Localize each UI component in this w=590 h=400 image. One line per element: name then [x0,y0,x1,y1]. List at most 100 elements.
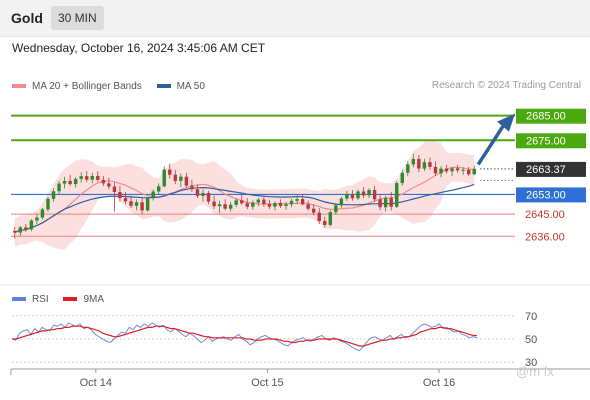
candle [129,195,133,208]
level-2645-00-label: 2645.00 [525,209,565,221]
level-2653-00-tag [516,187,586,203]
candle-body [339,198,344,206]
candle [450,166,454,176]
rsi-tick-70: 70 [525,311,537,323]
candle [118,185,122,202]
candle-body [256,199,261,203]
candle-body [300,199,305,205]
candle [300,194,305,206]
candle [472,165,476,176]
candle [223,199,227,211]
candle [156,183,161,195]
symbol-label: Gold [11,10,43,26]
candle-body [18,227,23,233]
candle [311,204,316,216]
legend-label-rsi: RSI [32,293,49,305]
candle [234,198,238,208]
candle [151,189,155,201]
legend-item-9ma: 9MA [63,294,104,305]
candle-body [107,183,111,187]
candle [140,198,144,215]
candle-body [350,194,355,199]
candle-body [284,204,288,206]
credit-label: Research © 2024 Trading Central [431,80,581,91]
candle-body [395,183,399,207]
legend-item-rsi: RSI [12,294,49,305]
candle [356,189,360,200]
candle [372,185,377,202]
candle [90,172,94,184]
candle [278,199,283,208]
forecast-arrow-shaft [476,123,506,166]
candle-body [162,169,166,187]
candle [101,175,106,187]
candle [417,155,421,173]
candle-body [101,179,106,184]
candle [428,157,432,170]
chart-header: Gold 30 MIN [0,0,590,37]
candle [378,194,382,211]
candle [334,203,338,215]
candle [395,180,399,208]
rsi-legend: RSI 9MA [12,293,116,305]
candle-body [444,168,449,172]
legend-label-ma20: MA 20 + Bollinger Bands [32,80,142,92]
candle-body [156,186,161,192]
legend-swatch-ma50 [156,84,171,88]
candle [190,179,194,192]
candle-body [240,200,244,204]
candle [68,174,72,186]
candle-body [361,191,366,196]
candle [400,169,404,186]
candle [35,213,39,224]
candle-body [400,172,404,184]
candle [317,207,321,224]
candle-body [173,174,178,181]
candle [383,195,388,212]
candle [168,163,172,179]
forecast-arrow-layer [476,113,515,166]
candle-body [35,217,39,221]
candle-body [406,164,410,173]
legend-item-ma50: MA 50 [156,80,205,92]
candle [18,225,23,236]
candle-body [57,183,61,192]
candle [173,169,178,185]
candle [444,164,449,174]
candle [79,172,83,183]
watermark-logo: @m fx [516,364,554,379]
timeframe-button[interactable]: 30 MIN [51,6,104,30]
candle [62,176,67,189]
candle-body [311,208,316,213]
candle [273,201,277,211]
candle [57,180,61,195]
legend-label-ma50: MA 50 [176,80,205,92]
candle [134,199,139,211]
level-2636-00-label: 2636.00 [525,231,565,243]
legend-item-ma20: MA 20 + Bollinger Bands [12,81,142,92]
candle [217,200,222,213]
candle-body [317,212,321,221]
candle-body [428,162,432,167]
candle [51,188,56,202]
rsi-panel: 70 50 30 [0,284,590,369]
candle-body [323,220,327,225]
candle-body [273,203,277,207]
level-2663-37-label: 2663.37 [526,164,566,176]
candle-body [433,166,438,174]
candle [24,223,28,232]
candle [439,166,443,178]
candle [46,196,50,212]
candle-body [455,168,460,171]
candle [455,164,460,173]
candle [184,172,189,188]
candle-body [24,227,28,230]
candle-body [206,192,211,202]
candle-body [383,198,388,208]
candle-body [212,201,216,207]
candle [228,201,233,212]
candle-body [112,186,117,192]
candle-body [145,198,150,211]
candle-body [372,189,377,200]
